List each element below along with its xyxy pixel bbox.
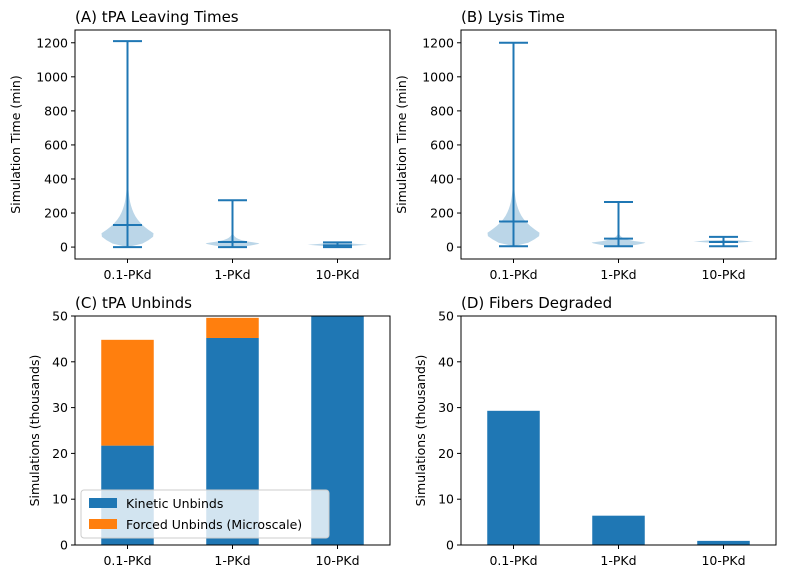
x-tick-label: 1-PKd <box>600 553 636 568</box>
panel-d-fibers-degraded: 0 10 20 30 40 50 0.1-PKd 1-PKd 10-PKd (D) Fibers … <box>413 294 777 568</box>
violin-10-PKd <box>693 235 754 248</box>
y-tick-label: 400 <box>430 171 454 186</box>
x-tick-label: 0.1-PKd <box>489 553 537 568</box>
x-tick-label: 1-PKd <box>214 553 250 568</box>
y-tick-label: 200 <box>430 206 454 221</box>
panel-title: (D) Fibers Degraded <box>461 294 612 312</box>
x-tick-label: 10-PKd <box>701 267 745 282</box>
y-tick-label: 30 <box>438 400 454 415</box>
y-tick-label: 200 <box>44 206 68 221</box>
violin-10-PKd <box>307 241 368 249</box>
violin-0.1-PKd <box>487 41 540 248</box>
y-tick-label: 20 <box>438 446 454 461</box>
x-tick-label: 10-PKd <box>701 553 745 568</box>
y-tick-label: 1200 <box>36 35 68 50</box>
bar-1-PKd-forced <box>206 317 259 338</box>
x-tick-label: 10-PKd <box>315 553 359 568</box>
legend-box <box>80 489 330 539</box>
y-tick-label: 800 <box>430 103 454 118</box>
x-tick-label: 0.1-PKd <box>103 267 151 282</box>
x-tick-label: 1-PKd <box>214 267 250 282</box>
y-tick-label: 0 <box>60 538 68 553</box>
y-tick-label: 30 <box>52 400 68 415</box>
panel-title: (B) Lysis Time <box>461 8 565 26</box>
y-tick-label: 1000 <box>36 69 68 84</box>
y-axis-label: Simulations (thousands) <box>413 355 428 507</box>
y-tick-label: 800 <box>44 103 68 118</box>
legend-swatch <box>89 498 117 508</box>
panel-c-tpa-unbinds: 0 10 20 30 40 50 0.1-PKd 1-PKd 10-PKd (C) tPA Unb… <box>27 294 391 568</box>
bar-1-PKd <box>592 515 645 545</box>
y-tick-label: 400 <box>44 171 68 186</box>
y-tick-label: 50 <box>52 309 68 324</box>
y-tick-label: 0 <box>446 240 454 255</box>
legend-label: Kinetic Unbinds <box>126 496 223 511</box>
y-tick-label: 0 <box>446 538 454 553</box>
panel-b-lysis-time: 0 200 400 600 800 1000 1200 0.1-PKd 1-PKd 10-PKd (… <box>394 8 777 282</box>
violin-0.1-PKd <box>101 40 154 249</box>
x-tick-label: 0.1-PKd <box>489 267 537 282</box>
y-tick-label: 20 <box>52 446 68 461</box>
violin-1-PKd <box>205 199 260 249</box>
panel-title: (C) tPA Unbinds <box>75 294 192 312</box>
bar-0.1-PKd <box>487 410 540 545</box>
violin-1-PKd <box>591 200 646 248</box>
y-tick-label: 600 <box>430 137 454 152</box>
y-tick-label: 40 <box>52 354 68 369</box>
panel-a-leaving-times: 0 200 400 600 800 1000 1200 0.1-PKd 1-PKd 10-PKd (… <box>8 8 391 282</box>
x-tick-label: 10-PKd <box>315 267 359 282</box>
y-tick-label: 0 <box>60 240 68 255</box>
panel-title: (A) tPA Leaving Times <box>75 8 239 26</box>
y-tick-label: 50 <box>438 309 454 324</box>
legend-swatch <box>89 519 117 529</box>
y-tick-label: 1200 <box>422 35 454 50</box>
bar-0.1-PKd-forced <box>101 339 154 446</box>
y-tick-label: 1000 <box>422 69 454 84</box>
y-tick-label: 10 <box>438 492 454 507</box>
x-tick-label: 1-PKd <box>600 267 636 282</box>
y-tick-label: 40 <box>438 354 454 369</box>
legend: Kinetic Unbinds Forced Unbinds (Microscal… <box>80 489 330 539</box>
y-axis-label: Simulations (thousands) <box>27 355 42 507</box>
y-tick-label: 600 <box>44 137 68 152</box>
legend-label: Forced Unbinds (Microscale) <box>126 517 302 532</box>
y-axis-label: Simulation Time (min) <box>8 75 23 213</box>
bar-10-PKd <box>697 540 750 545</box>
y-tick-label: 10 <box>52 492 68 507</box>
y-axis-label: Simulation Time (min) <box>394 75 409 213</box>
x-tick-label: 0.1-PKd <box>103 553 151 568</box>
